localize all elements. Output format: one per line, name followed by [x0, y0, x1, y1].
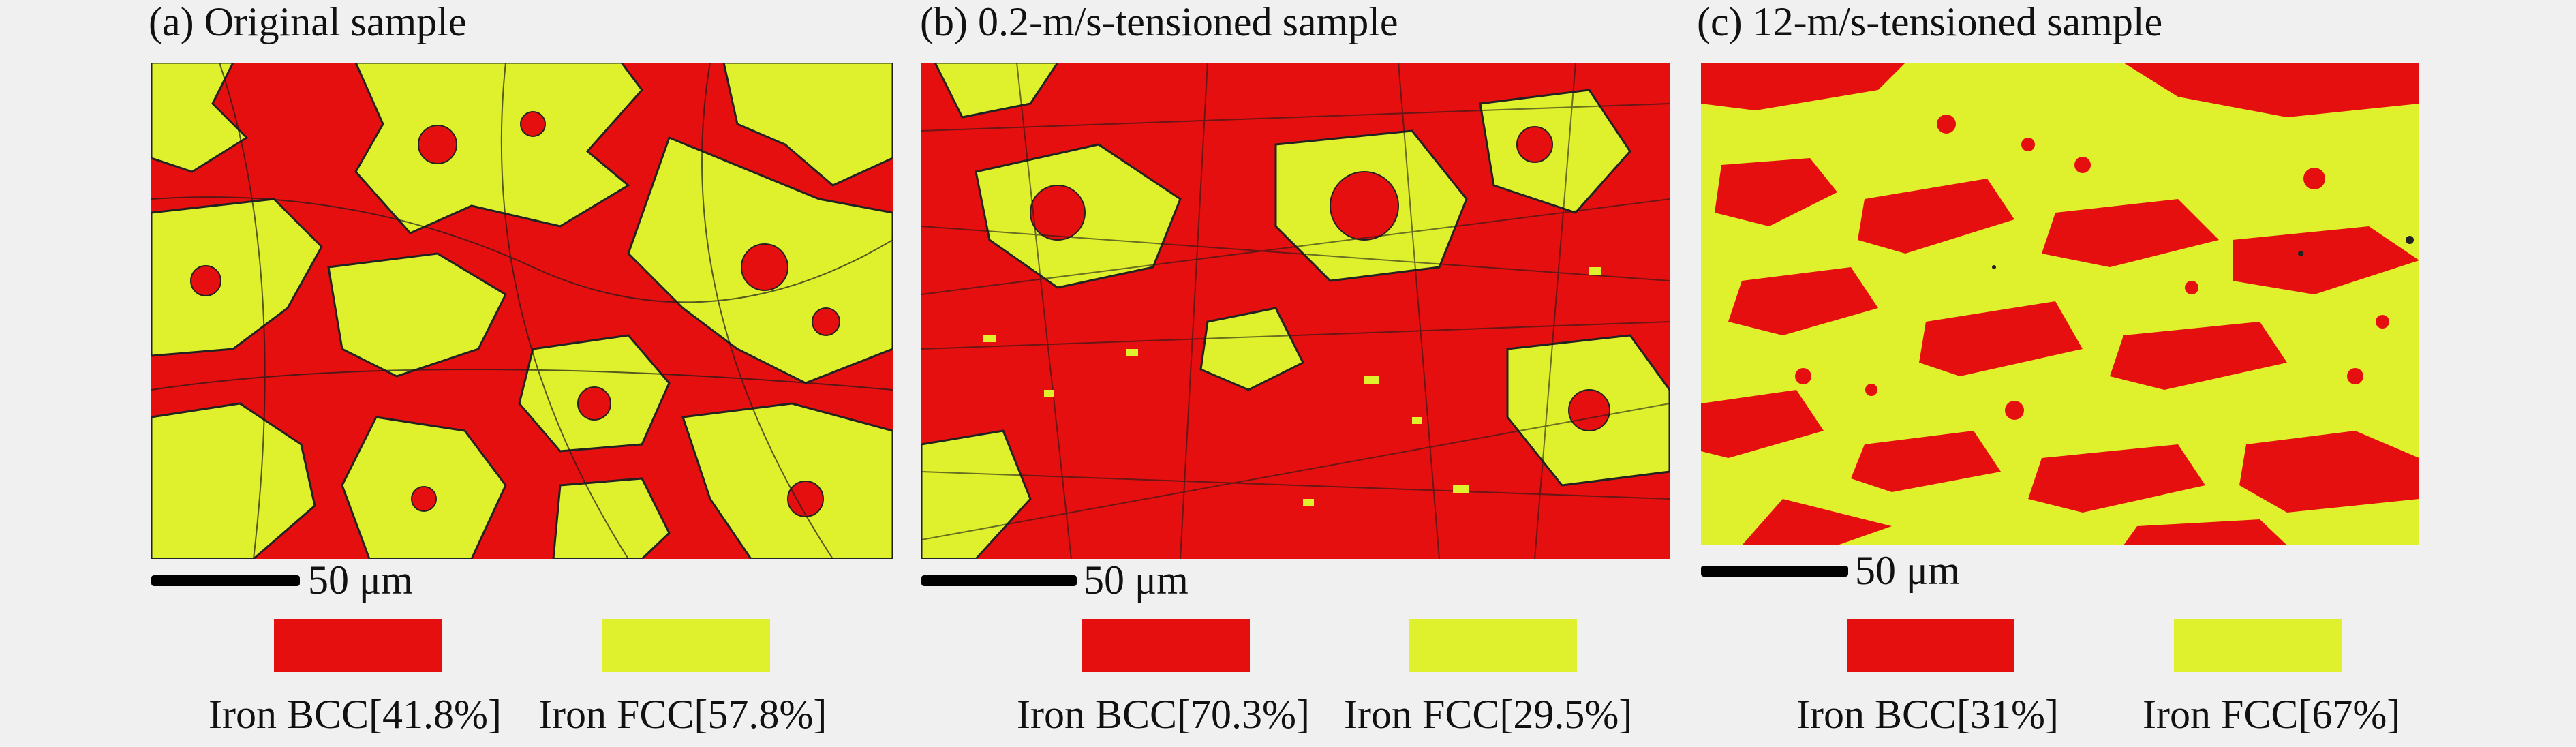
- panel-a-scale-label: 50 μm: [308, 558, 413, 603]
- panel-b-scale-bar: [921, 575, 1077, 586]
- panel-a-phase-map: [151, 63, 893, 559]
- panel-a-fcc-swatch: [602, 619, 770, 672]
- panel-c-fcc-label: Iron FCC[67%]: [2143, 692, 2401, 737]
- panel-a-bcc-label: Iron BCC[41.8%]: [209, 692, 502, 737]
- phase-map-image-b: [921, 63, 1670, 559]
- panel-a-bcc-swatch: [274, 619, 442, 672]
- panel-b-title: (b) 0.2-m/s-tensioned sample: [920, 0, 1398, 44]
- panel-c-scale-label: 50 μm: [1855, 548, 1960, 593]
- panel-c-phase-map: [1701, 63, 2419, 545]
- panel-a-fcc-label: Iron FCC[57.8%]: [538, 692, 827, 737]
- panel-c-bcc-swatch: [1847, 619, 2014, 672]
- panel-b-bcc-label: Iron BCC[70.3%]: [1017, 692, 1310, 737]
- panel-c-fcc-swatch: [2174, 619, 2342, 672]
- panel-c-bcc-label: Iron BCC[31%]: [1796, 692, 2059, 737]
- phase-map-image-a: [151, 63, 893, 559]
- panel-b-phase-map: [921, 63, 1670, 559]
- panel-a-scale-bar: [151, 575, 300, 586]
- panel-b-scale-label: 50 μm: [1084, 558, 1189, 603]
- panel-b-bcc-swatch: [1082, 619, 1250, 672]
- panel-a-title: (a) Original sample: [149, 0, 467, 44]
- panel-b-fcc-label: Iron FCC[29.5%]: [1344, 692, 1633, 737]
- panel-c-scale-bar: [1701, 566, 1848, 577]
- panel-c-title: (c) 12-m/s-tensioned sample: [1697, 0, 2163, 44]
- panel-b-fcc-swatch: [1409, 619, 1577, 672]
- phase-map-image-c: [1701, 63, 2419, 545]
